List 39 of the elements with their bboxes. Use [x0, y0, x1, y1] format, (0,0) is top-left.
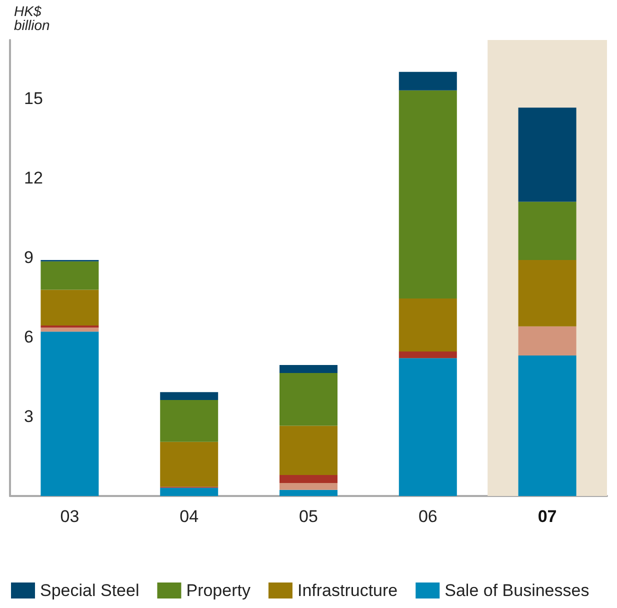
bar [160, 400, 218, 442]
x-tick-label: 05 [299, 507, 318, 526]
bar [280, 490, 338, 496]
bar [398, 72, 457, 90]
y-tick-label: 9 [24, 248, 34, 267]
bar [40, 290, 99, 326]
bar [40, 261, 99, 290]
y-tick-label: 12 [24, 168, 43, 188]
bar [398, 352, 457, 358]
bar [160, 442, 218, 487]
y-tick-label: 15 [24, 88, 43, 108]
bar [518, 260, 576, 326]
bar [280, 426, 338, 476]
y-tick-label: 6 [24, 327, 34, 346]
legend-label: Sale of Businesses [444, 581, 590, 600]
bar [398, 298, 457, 352]
legend-label: Special Steel [40, 581, 140, 600]
y-axis-title: HK$ billion [14, 3, 50, 33]
bar [518, 355, 576, 496]
bar [40, 328, 99, 332]
bar [160, 488, 218, 496]
bar [160, 392, 218, 400]
x-tick-label: 07 [538, 507, 557, 526]
legend-label: Property [186, 581, 251, 600]
x-tick-label: 06 [418, 507, 438, 526]
bar [518, 202, 576, 260]
bar [518, 108, 576, 202]
legend-label: Infrastructure [297, 581, 398, 600]
bar [518, 326, 576, 356]
bar [398, 90, 457, 298]
bar [280, 372, 338, 426]
x-tick-label: 04 [180, 507, 199, 526]
x-tick-label: 03 [60, 507, 80, 526]
bar [280, 475, 338, 484]
bar [280, 483, 338, 490]
bar [398, 358, 457, 496]
bar [280, 365, 338, 373]
bar [40, 332, 99, 496]
y-tick-label: 3 [24, 406, 34, 426]
